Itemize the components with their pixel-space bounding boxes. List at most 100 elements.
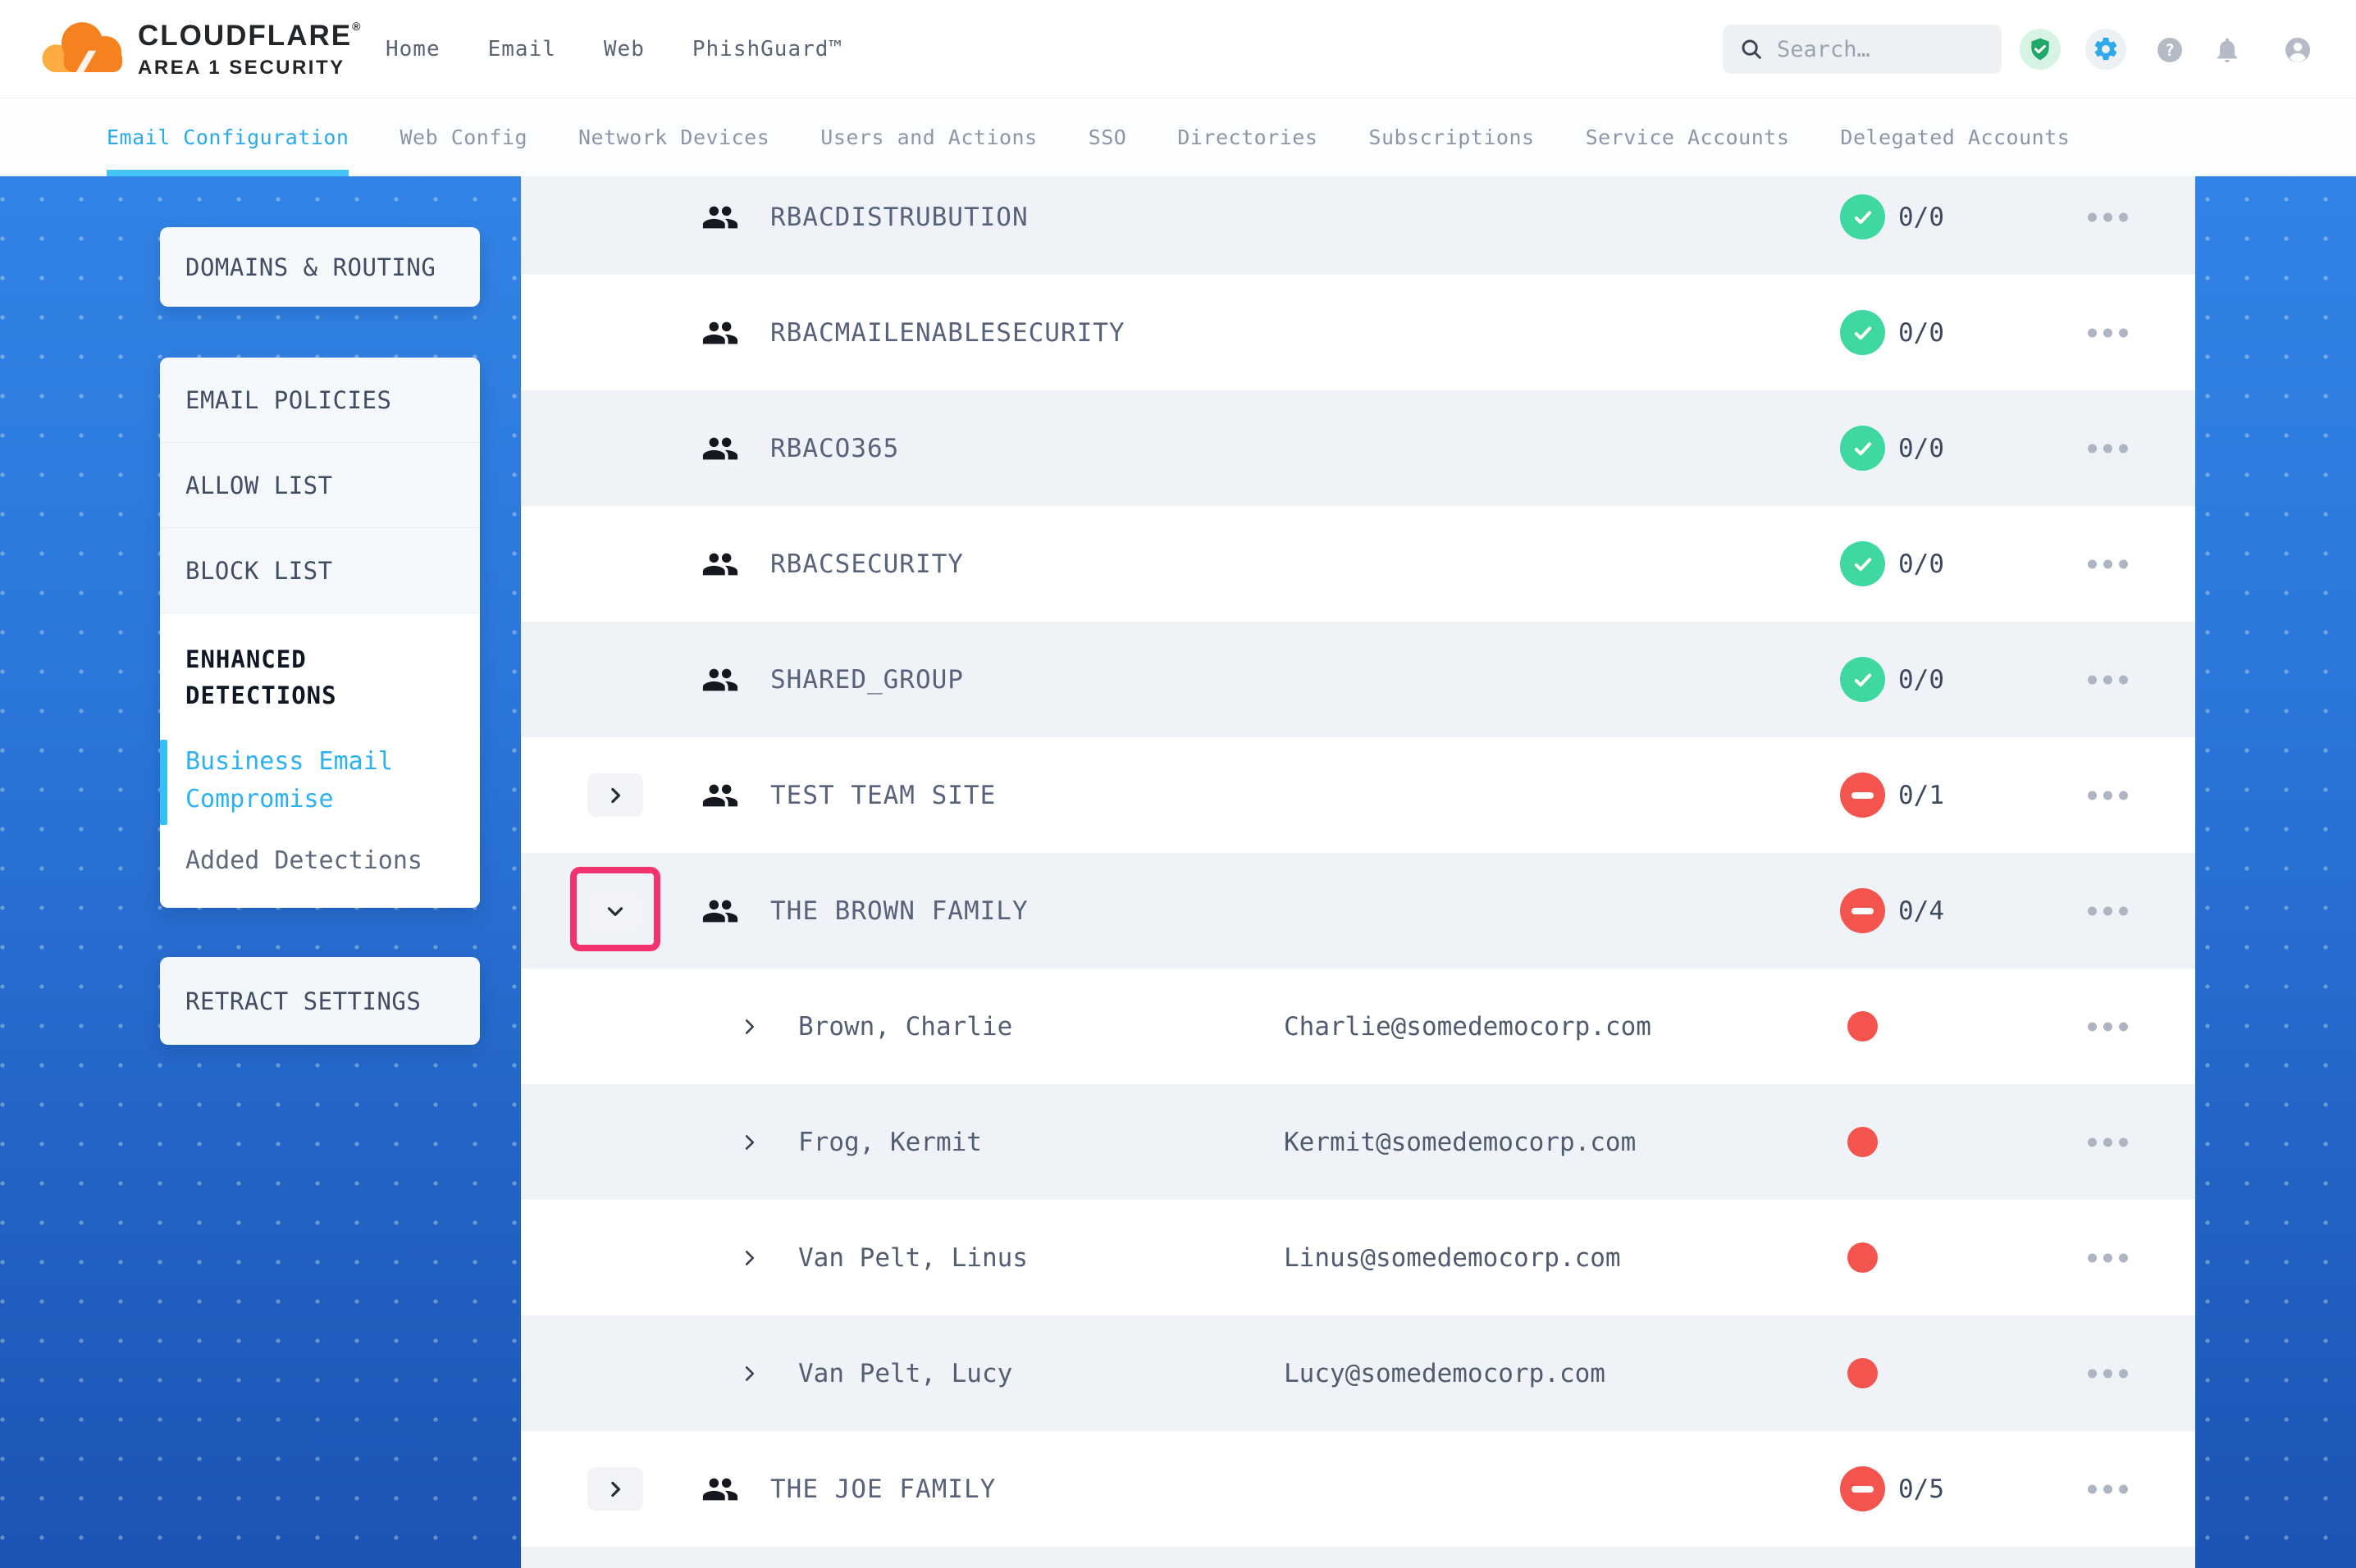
member-email: Charlie@somedemocorp.com [1284, 1011, 1651, 1042]
sidebar-item-label: Added Detections [185, 846, 422, 875]
active-indicator-bar [160, 740, 167, 825]
table-row-partial [521, 1547, 2195, 1568]
help-icon[interactable]: ? [2154, 34, 2185, 66]
group-icon [701, 430, 739, 467]
sidebar-item-allow-list[interactable]: ALLOW LIST [160, 443, 480, 528]
row-actions-button[interactable] [2080, 1129, 2136, 1155]
sidebar-item-label: ALLOW LIST [185, 471, 333, 499]
chevron-right-icon[interactable] [739, 1016, 760, 1037]
member-name: Brown, Charlie [798, 1011, 1013, 1042]
chevron-right-icon[interactable] [739, 1363, 760, 1384]
member-email: Kermit@somedemocorp.com [1284, 1127, 1637, 1157]
section-tab-bar: Email Configuration Web Config Network Dev… [0, 98, 2356, 176]
table-row-group: TEST TEAM SITE 0/1 [521, 737, 2195, 853]
table-row-member: Frog, Kermit Kermit@somedemocorp.com [521, 1084, 2195, 1200]
expand-group-button[interactable] [587, 1467, 643, 1511]
group-name: RBACO365 [770, 433, 900, 463]
sidebar-item-business-email-compromise[interactable]: Business Email Compromise [160, 740, 454, 825]
group-icon [701, 777, 739, 814]
member-email: Lucy@somedemocorp.com [1284, 1358, 1605, 1388]
table-row-group: THE JOE FAMILY 0/5 [521, 1431, 2195, 1547]
group-name: THE JOE FAMILY [770, 1474, 997, 1504]
collapse-group-button[interactable] [587, 889, 643, 932]
member-count: 0/0 [1898, 664, 1944, 695]
expand-group-button[interactable] [587, 773, 643, 817]
tab-directories[interactable]: Directories [1177, 125, 1318, 149]
table-row-member: Van Pelt, Linus Linus@somedemocorp.com [521, 1200, 2195, 1315]
table-row-group: THE BROWN FAMILY 0/4 [521, 853, 2195, 969]
tab-web-config[interactable]: Web Config [400, 125, 527, 149]
chevron-right-icon[interactable] [739, 1132, 760, 1153]
gear-icon[interactable] [2085, 29, 2126, 70]
groups-table: RBACDISTRUBUTION 0/0 RBACMAILENABLESECURIT… [521, 176, 2195, 1568]
top-header: CLOUDFLARE® AREA 1 SECURITY Home Email W… [0, 0, 2356, 98]
logo-line2: AREA 1 SECURITY [138, 57, 345, 79]
group-name: THE BROWN FAMILY [770, 896, 1029, 926]
tab-users-and-actions[interactable]: Users and Actions [820, 125, 1038, 149]
group-name: RBACDISTRUBUTION [770, 202, 1029, 232]
table-row-group: RBACDISTRUBUTION 0/0 [521, 176, 2195, 275]
member-count: 0/5 [1898, 1474, 1944, 1504]
status-ok-badge [1840, 426, 1885, 471]
nav-web[interactable]: Web [603, 37, 645, 62]
shield-check-icon[interactable] [2020, 29, 2061, 70]
row-actions-button[interactable] [2080, 1014, 2136, 1039]
row-actions-button[interactable] [2080, 1245, 2136, 1270]
nav-home[interactable]: Home [386, 37, 441, 62]
svg-text:?: ? [2165, 41, 2175, 60]
row-actions-button[interactable] [2080, 551, 2136, 577]
search-box[interactable] [1723, 25, 2002, 74]
tab-subscriptions[interactable]: Subscriptions [1368, 125, 1535, 149]
member-count: 0/4 [1898, 896, 1944, 926]
tab-sso[interactable]: SSO [1088, 125, 1127, 149]
bell-icon[interactable] [2212, 34, 2243, 66]
row-actions-button[interactable] [2080, 320, 2136, 345]
group-icon [701, 661, 739, 699]
sidebar-item-label: BLOCK LIST [185, 556, 333, 585]
group-icon [701, 314, 739, 352]
row-actions-button[interactable] [2080, 898, 2136, 923]
sidebar-policies-card: EMAIL POLICIES ALLOW LIST BLOCK LIST ENH… [160, 358, 480, 908]
sidebar-item-retract-settings[interactable]: RETRACT SETTINGS [160, 957, 480, 1045]
member-count: 0/0 [1898, 317, 1944, 348]
chevron-right-icon[interactable] [739, 1247, 760, 1269]
row-actions-button[interactable] [2080, 667, 2136, 692]
group-name: TEST TEAM SITE [770, 780, 997, 810]
search-input[interactable] [1777, 36, 1985, 62]
groups-table-panel: RBACDISTRUBUTION 0/0 RBACMAILENABLESECURIT… [521, 176, 2195, 1568]
sidebar-item-domains-routing[interactable]: DOMAINS & ROUTING [160, 227, 480, 307]
status-ok-badge [1840, 657, 1885, 702]
group-icon [701, 198, 739, 236]
row-actions-button[interactable] [2080, 435, 2136, 461]
sidebar-item-email-policies[interactable]: EMAIL POLICIES [160, 358, 480, 443]
row-actions-button[interactable] [2080, 782, 2136, 808]
nav-email[interactable]: Email [487, 37, 556, 62]
sidebar-item-block-list[interactable]: BLOCK LIST [160, 528, 480, 613]
tab-service-accounts[interactable]: Service Accounts [1585, 125, 1790, 149]
tab-delegated-accounts[interactable]: Delegated Accounts [1840, 125, 2071, 149]
member-count: 0/0 [1898, 202, 1944, 232]
sidebar-item-label: Business Email Compromise [185, 747, 393, 814]
status-dot [1847, 1127, 1878, 1157]
tab-network-devices[interactable]: Network Devices [578, 125, 770, 149]
table-row-member: Van Pelt, Lucy Lucy@somedemocorp.com [521, 1315, 2195, 1431]
user-icon[interactable] [2282, 34, 2313, 66]
group-icon [701, 545, 739, 583]
group-name: RBACSECURITY [770, 549, 964, 579]
status-blocked-badge [1840, 773, 1885, 818]
member-name: Frog, Kermit [798, 1127, 982, 1157]
status-dot [1847, 1011, 1878, 1042]
enhanced-detections-section: ENHANCED DETECTIONS Business Email Compr… [160, 613, 480, 908]
row-actions-button[interactable] [2080, 204, 2136, 230]
row-actions-button[interactable] [2080, 1361, 2136, 1386]
row-actions-button[interactable] [2080, 1476, 2136, 1502]
member-name: Van Pelt, Lucy [798, 1358, 1013, 1388]
table-row-group: RBACSECURITY 0/0 [521, 506, 2195, 622]
group-name: RBACMAILENABLESECURITY [770, 317, 1125, 348]
nav-phishguard[interactable]: PhishGuard™ [692, 37, 843, 62]
sidebar-item-label: RETRACT SETTINGS [185, 987, 422, 1015]
registered-mark: ® [352, 20, 363, 33]
tab-email-configuration[interactable]: Email Configuration [107, 98, 349, 176]
sidebar-item-added-detections[interactable]: Added Detections [185, 846, 454, 875]
status-ok-badge [1840, 541, 1885, 586]
